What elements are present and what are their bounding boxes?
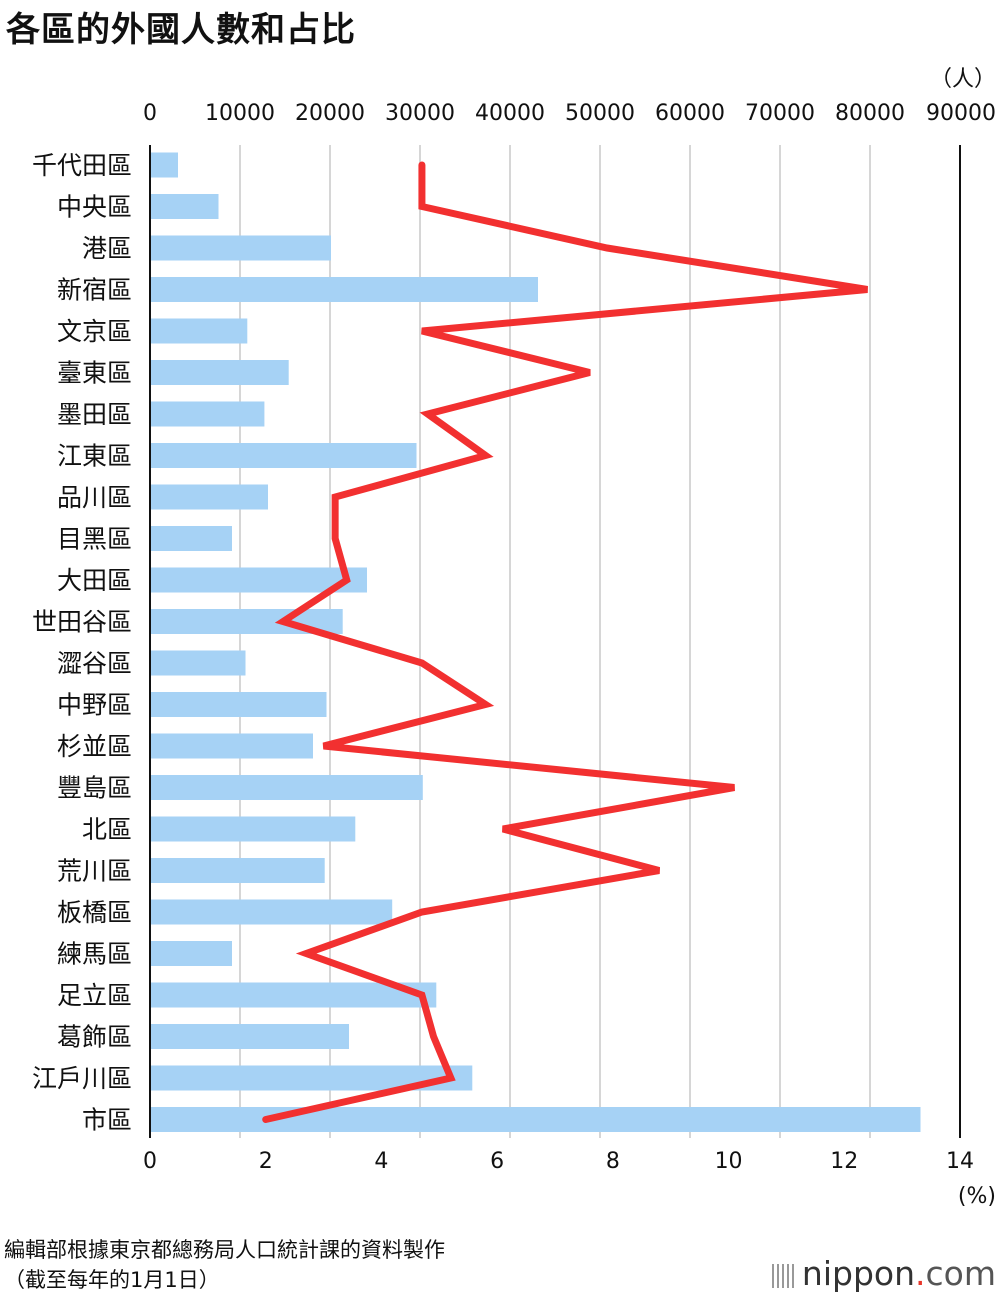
category-label: 板橋區 bbox=[57, 898, 132, 927]
category-label: 中野區 bbox=[57, 691, 132, 720]
bottom-axis-tick-label: 10 bbox=[715, 1149, 743, 1174]
category-label: 練馬區 bbox=[57, 940, 132, 969]
bar-line-chart: 0 10000 20000 30000 40000 50000 60000 70000 8000… bbox=[32, 67, 996, 1209]
bar bbox=[151, 733, 313, 759]
category-label: 千代田區 bbox=[32, 151, 132, 180]
bar bbox=[151, 775, 423, 800]
category-label: 中央區 bbox=[57, 193, 132, 222]
top-axis-tick-label: 70000 bbox=[745, 101, 815, 126]
top-axis-unit-label: （人） bbox=[930, 67, 996, 92]
bar bbox=[151, 650, 246, 676]
bottom-axis-tick-label: 8 bbox=[606, 1149, 620, 1174]
top-axis-tick-label: 10000 bbox=[205, 101, 275, 126]
category-label: 新宿區 bbox=[57, 276, 132, 305]
top-axis-tick-label: 60000 bbox=[655, 101, 725, 126]
top-axis-tick-label: 0 bbox=[143, 101, 157, 126]
brand-dot: . bbox=[915, 1254, 926, 1293]
bar bbox=[151, 235, 331, 261]
top-axis-tick-label: 50000 bbox=[565, 101, 635, 126]
bottom-axis-tick-label: 2 bbox=[259, 1149, 273, 1174]
bar bbox=[151, 443, 417, 468]
bar bbox=[151, 194, 219, 219]
bottom-axis-tick-label: 4 bbox=[374, 1149, 388, 1174]
top-axis-tick-label: 30000 bbox=[385, 101, 455, 126]
bar bbox=[151, 526, 232, 551]
category-label: 澀谷區 bbox=[57, 649, 132, 678]
bottom-axis-tick-label: 6 bbox=[490, 1149, 504, 1174]
category-label: 足立區 bbox=[57, 981, 132, 1010]
top-axis-tick-label: 90000 bbox=[926, 101, 996, 126]
bar bbox=[151, 360, 289, 385]
bottom-axis-tick-label: 0 bbox=[143, 1149, 157, 1174]
brand-name: nippon bbox=[801, 1254, 916, 1293]
bar bbox=[151, 318, 248, 344]
bar bbox=[151, 941, 232, 966]
bar bbox=[151, 152, 178, 178]
category-label: 豐島區 bbox=[57, 774, 132, 803]
bottom-axis-tick-label: 12 bbox=[830, 1149, 858, 1174]
nippon-logo[interactable]: nippon.com bbox=[771, 1254, 996, 1293]
category-label: 港區 bbox=[82, 234, 132, 263]
bottom-axis-tick-label: 14 bbox=[946, 1149, 974, 1174]
category-label: 世田谷區 bbox=[32, 608, 132, 637]
date-note: （截至每年的1月1日） bbox=[4, 1268, 220, 1292]
category-label: 葛飾區 bbox=[57, 1023, 132, 1052]
category-label: 江戶川區 bbox=[32, 1064, 132, 1093]
bottom-axis-unit-label: (%) bbox=[958, 1184, 996, 1209]
source-note: 編輯部根據東京都總務局人口統計課的資料製作 bbox=[4, 1238, 445, 1262]
chart-title: 各區的外國人數和占比 bbox=[6, 10, 356, 50]
category-label: 目黑區 bbox=[57, 525, 132, 554]
nippon-logo-icon bbox=[771, 1263, 796, 1288]
category-label: 墨田區 bbox=[57, 400, 132, 429]
top-axis-tick-label: 80000 bbox=[835, 101, 905, 126]
category-label: 臺東區 bbox=[57, 359, 132, 388]
category-label: 北區 bbox=[82, 815, 132, 844]
bar bbox=[151, 277, 538, 302]
category-label: 市區 bbox=[82, 1106, 132, 1135]
category-label: 品川區 bbox=[57, 483, 132, 512]
category-label: 大田區 bbox=[57, 566, 132, 595]
bar bbox=[151, 692, 327, 717]
bar bbox=[151, 858, 325, 883]
category-label: 江東區 bbox=[57, 442, 132, 471]
bar bbox=[151, 1024, 349, 1049]
bar bbox=[151, 484, 268, 510]
top-axis-tick-label: 20000 bbox=[295, 101, 365, 126]
brand-suffix: com bbox=[925, 1254, 996, 1293]
category-label: 荒川區 bbox=[57, 857, 132, 886]
category-label: 杉並區 bbox=[57, 732, 132, 761]
category-label: 文京區 bbox=[57, 317, 132, 346]
top-axis-tick-label: 40000 bbox=[475, 101, 545, 126]
ratio-line bbox=[262, 161, 868, 1123]
bar bbox=[151, 816, 356, 842]
bar bbox=[151, 401, 265, 427]
bar bbox=[151, 899, 393, 925]
